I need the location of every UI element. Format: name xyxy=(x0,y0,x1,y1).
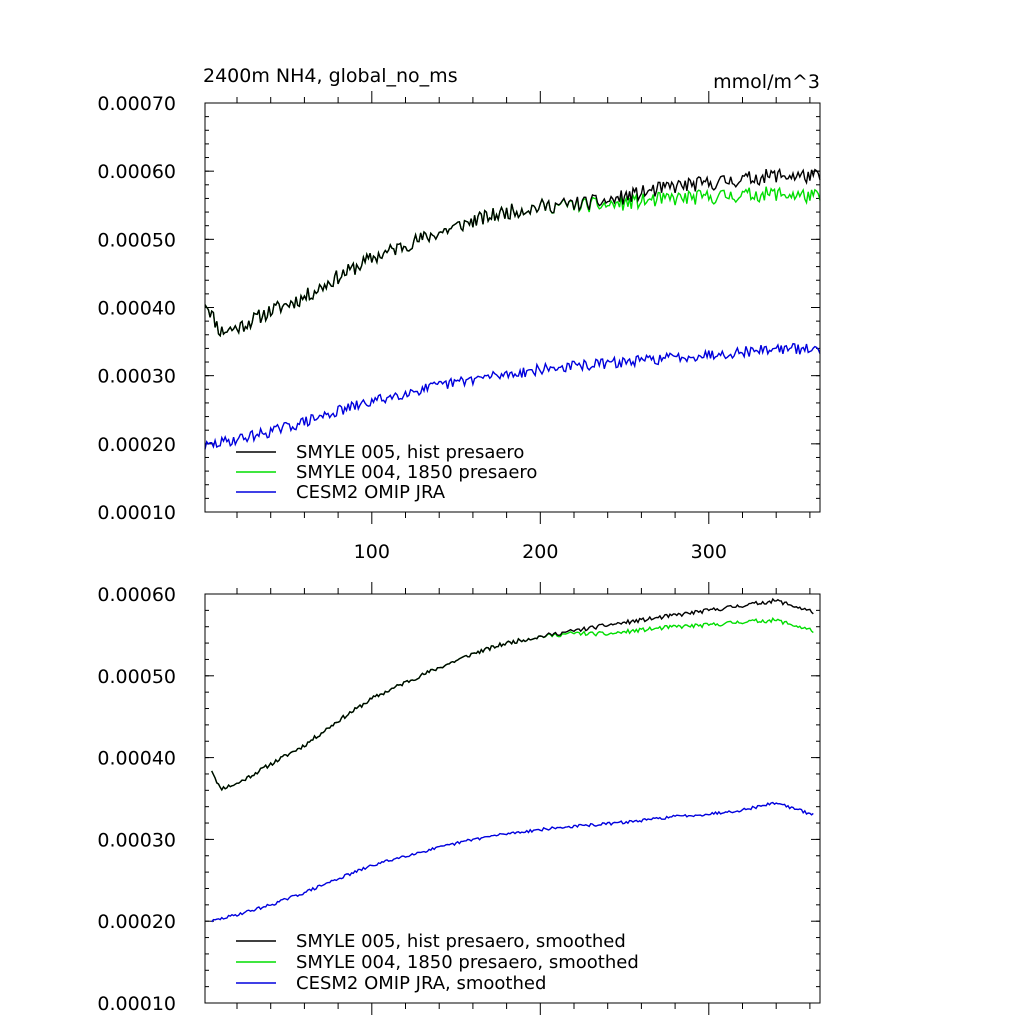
legend-label: CESM2 OMIP JRA xyxy=(296,482,446,503)
top-panel-title: 2400m NH4, global_no_ms xyxy=(203,65,458,87)
series-line-hist xyxy=(204,167,821,338)
y-tick-label: 0.00040 xyxy=(97,748,176,770)
legend-label: CESM2 OMIP JRA, smoothed xyxy=(296,973,546,994)
top-panel-frame xyxy=(204,102,821,513)
bottom-panel-frame xyxy=(204,593,821,1004)
bottom-panel-legend: SMYLE 005, hist presaero, smoothedSMYLE … xyxy=(236,931,639,994)
series-line-omip xyxy=(211,801,814,923)
top-panel: 2400m NH4, global_no_ms mmol/m^3 0.00010… xyxy=(97,65,821,563)
bottom-panel-ticks: 0.00010 0.00020 0.00030 0.00040 0.00050 0.000… xyxy=(97,582,820,1015)
y-tick-label: 0.00060 xyxy=(97,161,176,183)
y-tick-label: 0.00050 xyxy=(97,666,176,688)
y-tick-label: 0.00010 xyxy=(97,993,176,1015)
series-line-omip xyxy=(204,342,821,450)
legend-label: SMYLE 005, hist presaero xyxy=(296,442,524,463)
legend-label: SMYLE 005, hist presaero, smoothed xyxy=(296,931,626,952)
top-panel-lines xyxy=(204,167,821,450)
top-panel-units: mmol/m^3 xyxy=(713,71,820,93)
y-tick-label: 0.00010 xyxy=(97,502,176,524)
series-line-y1850 xyxy=(211,616,814,792)
top-panel-ticks: 0.00010 0.00020 0.00030 0.00040 0.00050 0.000… xyxy=(97,91,820,563)
y-tick-label: 0.00030 xyxy=(97,366,176,388)
bottom-panel: 0.00010 0.00020 0.00030 0.00040 0.00050 0.000… xyxy=(97,582,821,1015)
y-tick-label: 0.00060 xyxy=(97,584,176,606)
x-tick-label: 300 xyxy=(691,541,727,563)
x-tick-label: 100 xyxy=(354,541,390,563)
y-tick-label: 0.00040 xyxy=(97,298,176,320)
y-tick-label: 0.00020 xyxy=(97,434,176,456)
y-tick-label: 0.00020 xyxy=(97,911,176,933)
series-line-hist xyxy=(211,597,814,792)
bottom-panel-lines xyxy=(211,597,814,923)
x-tick-label: 200 xyxy=(522,541,558,563)
legend-label: SMYLE 004, 1850 presaero xyxy=(296,462,537,483)
y-tick-label: 0.00070 xyxy=(97,93,176,115)
y-tick-label: 0.00050 xyxy=(97,229,176,251)
legend-label: SMYLE 004, 1850 presaero, smoothed xyxy=(296,952,639,973)
y-tick-label: 0.00030 xyxy=(97,829,176,851)
